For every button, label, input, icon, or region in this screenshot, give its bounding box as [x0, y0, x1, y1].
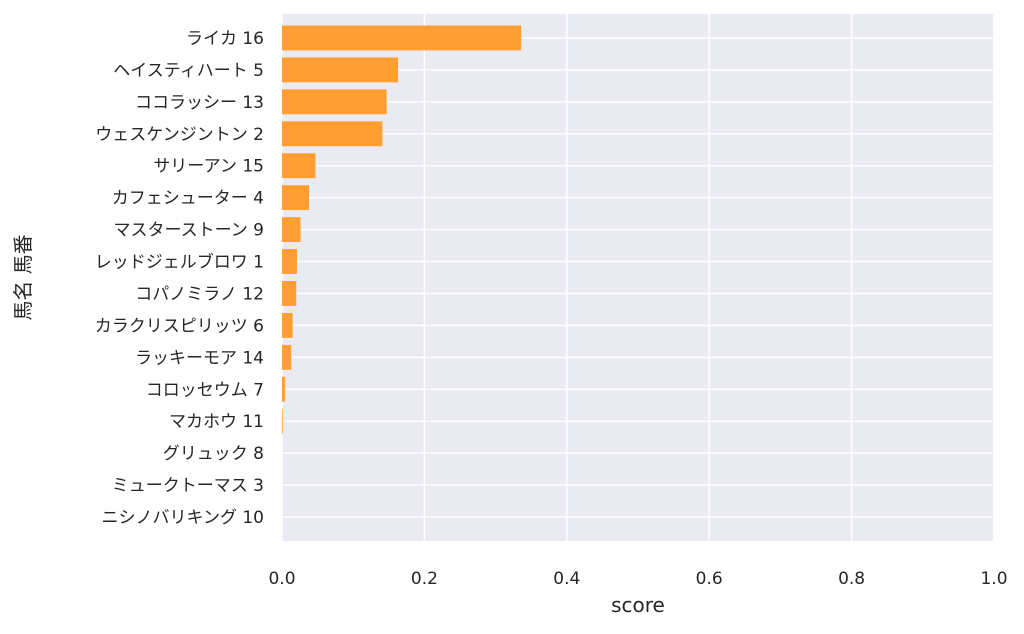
bar	[282, 25, 522, 51]
grid-lines	[281, 14, 995, 541]
bars	[282, 25, 522, 434]
y-tick-label: サリーアン 15	[153, 157, 264, 177]
bar	[282, 121, 383, 147]
x-tick-labels: 0.0 0.2 0.4 0.6 0.8 1.0	[268, 569, 1007, 589]
y-tick-label: ウェスケンジントン 2	[95, 125, 264, 145]
bar	[282, 185, 310, 211]
x-tick-label: 0.0	[268, 569, 295, 589]
y-tick-label: グリュック 8	[163, 444, 264, 464]
bar	[282, 57, 399, 83]
y-tick-label: カフェシューター 4	[112, 189, 264, 209]
bar	[282, 217, 301, 243]
bar	[282, 89, 387, 115]
y-tick-label: ラッキーモア 14	[135, 348, 264, 368]
x-tick-label: 0.4	[553, 569, 580, 589]
y-tick-label: コパノミラノ 12	[135, 284, 264, 304]
y-tick-label: カラクリスピリッツ 6	[95, 316, 264, 336]
y-tick-label: コロッセウム 7	[146, 380, 264, 400]
y-tick-label: ライカ 16	[186, 29, 264, 49]
y-axis-label: 馬名 馬番	[11, 234, 35, 320]
y-tick-label: マカホウ 11	[169, 412, 264, 432]
y-tick-label: ニシノバリキング 10	[101, 508, 264, 528]
y-tick-label: ココラッシー 13	[135, 93, 264, 113]
bar	[282, 153, 316, 179]
x-tick-label: 0.2	[411, 569, 438, 589]
plot-background	[282, 14, 994, 541]
y-tick-label: ヘイスティハート 5	[113, 61, 264, 81]
bar	[282, 249, 297, 274]
y-tick-label: ミュークトーマス 3	[112, 476, 264, 496]
x-axis-label: score	[611, 593, 665, 617]
bar	[282, 312, 293, 338]
y-tick-label: レッドジェルブロワ 1	[95, 252, 264, 273]
bar	[282, 376, 285, 402]
bar	[282, 408, 283, 434]
bar	[282, 281, 297, 306]
bar	[282, 344, 292, 370]
y-tick-label: マスターストーン 9	[113, 221, 264, 241]
x-tick-label: 0.6	[696, 569, 723, 589]
x-tick-label: 0.8	[838, 569, 865, 589]
y-tick-labels: ライカ 16 ヘイスティハート 5 ココラッシー 13 ウェスケンジントン 2 サリーア…	[95, 29, 264, 528]
x-tick-label: 1.0	[980, 569, 1007, 589]
